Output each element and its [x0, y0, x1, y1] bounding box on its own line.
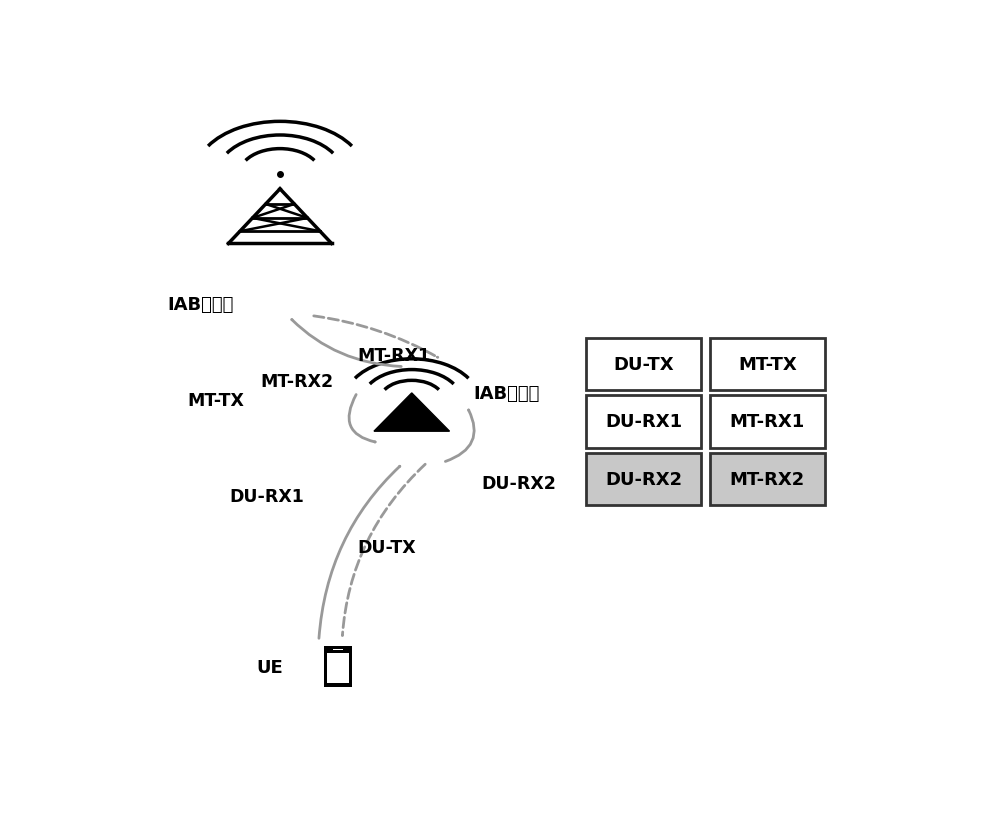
Bar: [333, 649, 343, 650]
Bar: [586, 453, 701, 505]
Text: DU-TX: DU-TX: [358, 538, 416, 556]
Text: DU-RX1: DU-RX1: [230, 487, 304, 505]
Text: MT-TX: MT-TX: [738, 355, 797, 373]
Text: IAB子节点: IAB子节点: [474, 385, 540, 403]
Bar: [324, 646, 352, 687]
Text: DU-TX: DU-TX: [613, 355, 674, 373]
Bar: [586, 339, 701, 391]
Text: MT-RX1: MT-RX1: [730, 413, 805, 431]
Bar: [710, 396, 825, 448]
Text: MT-TX: MT-TX: [187, 392, 244, 409]
Text: UE: UE: [257, 657, 284, 676]
Text: DU-RX1: DU-RX1: [605, 413, 682, 431]
Bar: [710, 339, 825, 391]
Text: IAB父节点: IAB父节点: [168, 296, 234, 314]
Text: DU-RX2: DU-RX2: [482, 474, 556, 493]
Bar: [327, 653, 349, 683]
Bar: [710, 453, 825, 505]
Polygon shape: [374, 393, 450, 431]
Text: MT-RX2: MT-RX2: [730, 470, 805, 489]
Text: DU-RX2: DU-RX2: [605, 470, 682, 489]
Text: MT-RX2: MT-RX2: [261, 373, 334, 390]
Text: MT-RX1: MT-RX1: [358, 347, 431, 365]
Bar: [586, 396, 701, 448]
